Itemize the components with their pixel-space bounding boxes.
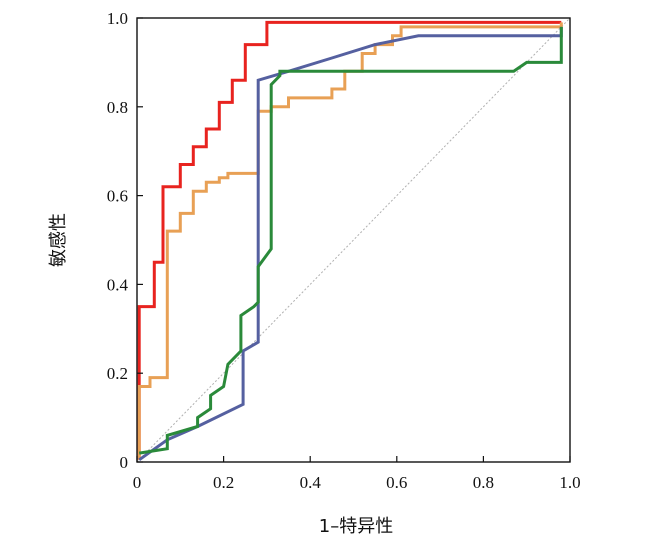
- y-axis-title: 敏感性: [48, 213, 69, 267]
- y-tick-label: 0.4: [107, 275, 129, 294]
- x-tick-label: 0.2: [213, 473, 234, 492]
- reference-diagonal: [136, 17, 571, 463]
- series-layer: [137, 20, 563, 462]
- tick-layer: 0 0.2 0.4 0.6 0.8 1.0 0 0.2 0.4 0.6 0.8 1.0: [107, 9, 581, 492]
- y-tick-label: 1.0: [107, 9, 128, 28]
- y-tick-label: 0.2: [107, 364, 128, 383]
- roc-curve-2: [137, 22, 563, 460]
- y-tick-label: 0.6: [107, 187, 128, 206]
- y-tick-label: 0: [120, 453, 129, 472]
- plot-frame: [136, 17, 571, 463]
- x-tick-label: 0.4: [300, 473, 322, 492]
- roc-curve-4: [138, 26, 563, 455]
- x-tick-label: 0.6: [386, 473, 407, 492]
- x-tick-label: 0.8: [473, 473, 494, 492]
- x-tick-label: 1.0: [559, 473, 580, 492]
- reference-diagonal-layer: [136, 17, 571, 463]
- x-tick-label: 0: [133, 473, 142, 492]
- roc-curve-1: [137, 20, 562, 460]
- x-axis-title: 1–特异性: [319, 516, 393, 537]
- y-tick-label: 0.8: [107, 98, 128, 117]
